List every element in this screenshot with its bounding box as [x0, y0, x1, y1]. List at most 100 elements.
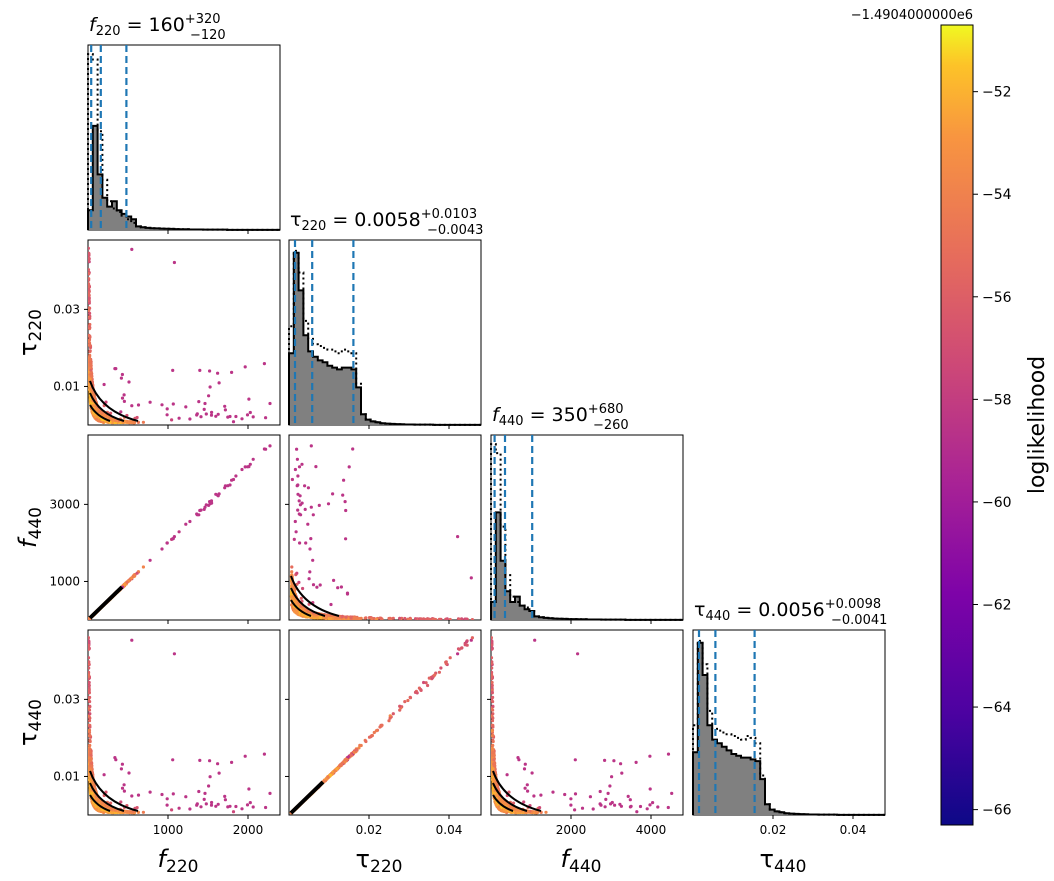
scatter-point — [160, 547, 164, 551]
scatter-point — [198, 508, 202, 513]
scatter-point — [88, 343, 91, 347]
scatter-point — [300, 462, 304, 466]
scatter-point — [204, 802, 208, 806]
scatter-point — [331, 492, 335, 496]
scatter-point — [398, 616, 402, 620]
scatter-point — [202, 797, 206, 802]
scatter-point — [251, 805, 255, 809]
scatter-point — [290, 570, 294, 574]
scatter-point — [123, 582, 127, 587]
scatter-point — [460, 617, 464, 620]
title-equals: = — [524, 404, 552, 426]
scatter-point — [344, 537, 348, 541]
scatter-point — [188, 807, 192, 811]
panel-title-tau220: τ220 = 0.0058+0.0103 — [290, 207, 477, 234]
scatter-point — [90, 372, 94, 376]
scatter-point — [290, 477, 294, 482]
scatter-point — [88, 322, 92, 327]
scatter-point — [355, 616, 359, 620]
scatter-point — [456, 535, 460, 539]
scatter-point — [122, 393, 126, 397]
scatter-point — [88, 301, 91, 305]
scatter-point — [319, 615, 323, 620]
scatter-point — [88, 268, 91, 272]
scatter-point — [216, 371, 220, 375]
scatter-point — [135, 415, 139, 420]
panel-frame — [87, 44, 281, 231]
scatter-point — [195, 413, 199, 417]
scatter-point — [245, 413, 250, 417]
scatter-point — [202, 407, 206, 411]
scatter-point — [329, 616, 333, 620]
scatter-point — [203, 401, 207, 406]
scatter-point — [89, 363, 93, 367]
scatter-point — [424, 617, 428, 620]
title-symbol: τ — [290, 209, 301, 231]
contour-2 — [290, 599, 312, 617]
scatter-point — [293, 610, 297, 614]
title-median: 160 — [149, 14, 185, 36]
scatter-point — [127, 380, 131, 384]
title-plus: +0.0103 — [421, 207, 477, 222]
scatter-point — [88, 712, 92, 716]
scatter-point — [268, 401, 272, 406]
panel-frame — [87, 629, 281, 816]
scatter-point — [331, 616, 335, 620]
scatter-point — [294, 530, 298, 534]
scatter-point — [308, 610, 312, 614]
scatter-point — [214, 414, 218, 418]
scatter-point — [88, 308, 91, 313]
contours — [88, 585, 124, 620]
scatter-point — [248, 462, 252, 466]
scatter-point — [203, 505, 207, 509]
scatter-point — [184, 522, 188, 526]
scatter-point — [208, 775, 212, 779]
title-symbol: f — [492, 404, 502, 426]
scatter-point — [228, 414, 232, 419]
contours — [290, 575, 340, 617]
y-tick-label: 0.03 — [53, 302, 80, 316]
scatter-point — [298, 503, 302, 507]
scatter-point — [102, 382, 106, 387]
scatter-point — [102, 773, 106, 777]
scatter-point — [199, 805, 203, 809]
scatter-point — [125, 580, 129, 585]
scatter-point — [88, 283, 91, 287]
scatter-point — [122, 789, 126, 793]
scatter-point — [130, 638, 134, 642]
scatter-point — [91, 404, 95, 408]
contour-0 — [89, 380, 139, 422]
scatter-point — [251, 415, 255, 419]
scatter-point — [297, 465, 302, 469]
scatter-point — [296, 474, 300, 478]
scatter-point — [309, 505, 313, 509]
scatter-point — [119, 410, 123, 414]
scatter-point — [88, 636, 90, 640]
scatter-point — [364, 616, 368, 620]
scatter-point — [100, 411, 104, 415]
scatter-point — [228, 483, 232, 487]
panel-title-f440: f440 = 350+680 — [492, 402, 624, 429]
scatter-point — [177, 530, 181, 534]
scatter-point — [88, 696, 91, 700]
scatter-point — [135, 571, 139, 575]
scatter-point — [326, 502, 331, 506]
scatter-point — [88, 278, 91, 282]
scatter-point — [403, 616, 407, 620]
scatter-point — [338, 615, 342, 619]
scatter-point — [109, 417, 114, 421]
scatter-point — [311, 583, 316, 587]
scatter-point — [88, 271, 91, 276]
panel-f220-vs-f220: f220 = 160+320−120 — [87, 12, 281, 234]
scatter-point — [188, 417, 192, 421]
scatter-point — [413, 617, 418, 620]
scatter-point — [208, 385, 212, 389]
scatter-point — [240, 807, 244, 811]
scatter-point — [347, 465, 351, 469]
histogram-fill-f440 — [491, 512, 683, 620]
scatter-point — [326, 613, 330, 618]
scatter-point — [343, 500, 347, 504]
scatter-point — [210, 800, 214, 805]
scatter-point — [391, 616, 395, 620]
